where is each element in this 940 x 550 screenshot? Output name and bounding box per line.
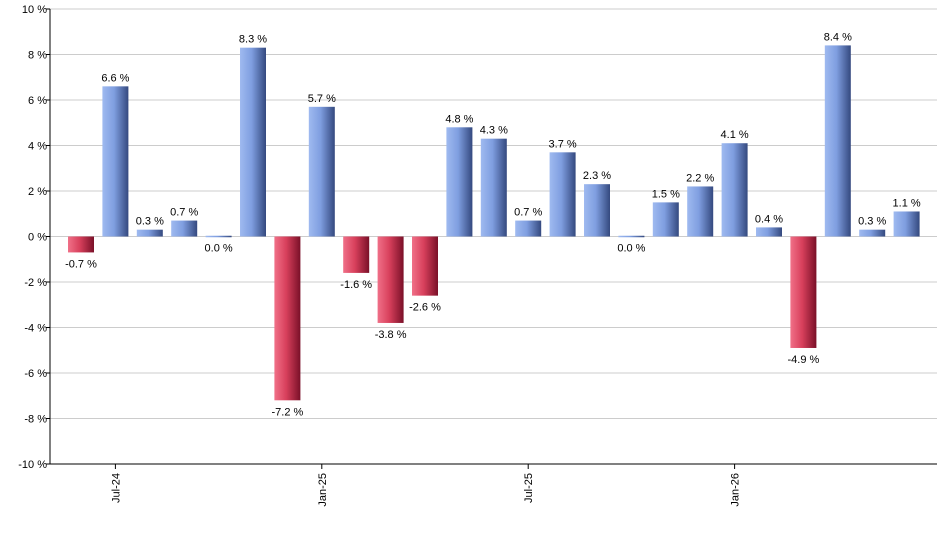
x-tick-label: Jul-24 xyxy=(110,473,122,503)
data-label: 3.7 % xyxy=(549,138,577,150)
y-tick-label: 0 % xyxy=(28,232,47,244)
bar xyxy=(102,86,129,237)
y-tick-label: 8 % xyxy=(28,50,47,62)
y-tick-label: -6 % xyxy=(24,368,47,380)
bars xyxy=(68,45,920,401)
y-tick-label: 2 % xyxy=(28,186,47,198)
data-label: -4.9 % xyxy=(788,354,820,366)
data-label: -7.2 % xyxy=(272,406,304,418)
bar xyxy=(584,184,610,237)
data-label: 0.7 % xyxy=(170,207,198,219)
data-label: 0.0 % xyxy=(617,243,645,255)
x-axis-ticks: Jul-24 Jan-25 Jul-25 Jan-26 xyxy=(110,464,742,507)
x-tick-label: Jul-25 xyxy=(523,473,535,503)
y-tick-label: -10 % xyxy=(18,459,47,471)
data-label: 8.4 % xyxy=(824,31,852,43)
bar xyxy=(343,236,370,273)
bar xyxy=(68,236,94,253)
y-tick-label: 4 % xyxy=(28,141,47,153)
bar xyxy=(412,236,438,296)
bar xyxy=(205,235,232,238)
data-label: 0.4 % xyxy=(755,213,783,225)
bar xyxy=(377,236,404,323)
bar xyxy=(652,202,679,237)
data-label: 6.6 % xyxy=(101,72,129,84)
bar xyxy=(687,186,714,237)
y-tick-label: -8 % xyxy=(24,414,47,426)
bar xyxy=(790,236,817,348)
bar xyxy=(859,229,886,237)
data-label: 4.3 % xyxy=(480,125,508,137)
bar xyxy=(274,236,301,401)
data-label: 2.3 % xyxy=(583,170,611,182)
y-tick-label: -2 % xyxy=(24,277,47,289)
data-label: -0.7 % xyxy=(65,258,97,270)
bar xyxy=(480,138,507,237)
bar xyxy=(756,227,782,237)
data-label: 2.2 % xyxy=(686,172,714,184)
y-tick-label: 10 % xyxy=(22,4,47,16)
x-tick-label: Jan-25 xyxy=(317,473,329,507)
data-label: 0.7 % xyxy=(514,207,542,219)
data-label: 1.1 % xyxy=(893,197,921,209)
y-tick-label: -4 % xyxy=(24,323,47,335)
bar xyxy=(515,220,542,237)
bar xyxy=(308,106,335,237)
bar xyxy=(893,211,920,237)
bar xyxy=(136,229,163,237)
data-label: 4.8 % xyxy=(445,113,473,125)
data-labels: -0.7 % 6.6 % 0.3 % 0.7 % 0.0 % 8.3 % -7.2 % 5.7… xyxy=(65,31,921,418)
data-label: 1.5 % xyxy=(652,188,680,200)
data-label: 0.3 % xyxy=(136,216,164,228)
y-tick-label: 6 % xyxy=(28,95,47,107)
bar xyxy=(240,47,266,237)
data-label: 8.3 % xyxy=(239,34,267,46)
bar xyxy=(618,235,645,238)
data-label: -2.6 % xyxy=(409,302,441,314)
axes xyxy=(49,9,937,465)
data-label: 0.0 % xyxy=(205,243,233,255)
bar xyxy=(446,127,473,237)
x-tick-label: Jan-26 xyxy=(730,473,742,507)
data-label: 4.1 % xyxy=(721,129,749,141)
bar xyxy=(171,220,198,237)
data-label: 5.7 % xyxy=(308,93,336,105)
data-label: -1.6 % xyxy=(340,279,372,291)
bar xyxy=(549,152,576,237)
bar xyxy=(721,143,748,237)
data-label: -3.8 % xyxy=(375,329,407,341)
data-label: 0.3 % xyxy=(858,216,886,228)
bar xyxy=(824,45,851,237)
y-axis-ticks: -10 % -8 % -6 % -4 % -2 % 0 % 2 % 4 % 6 % 8 % 10 % xyxy=(18,4,50,471)
